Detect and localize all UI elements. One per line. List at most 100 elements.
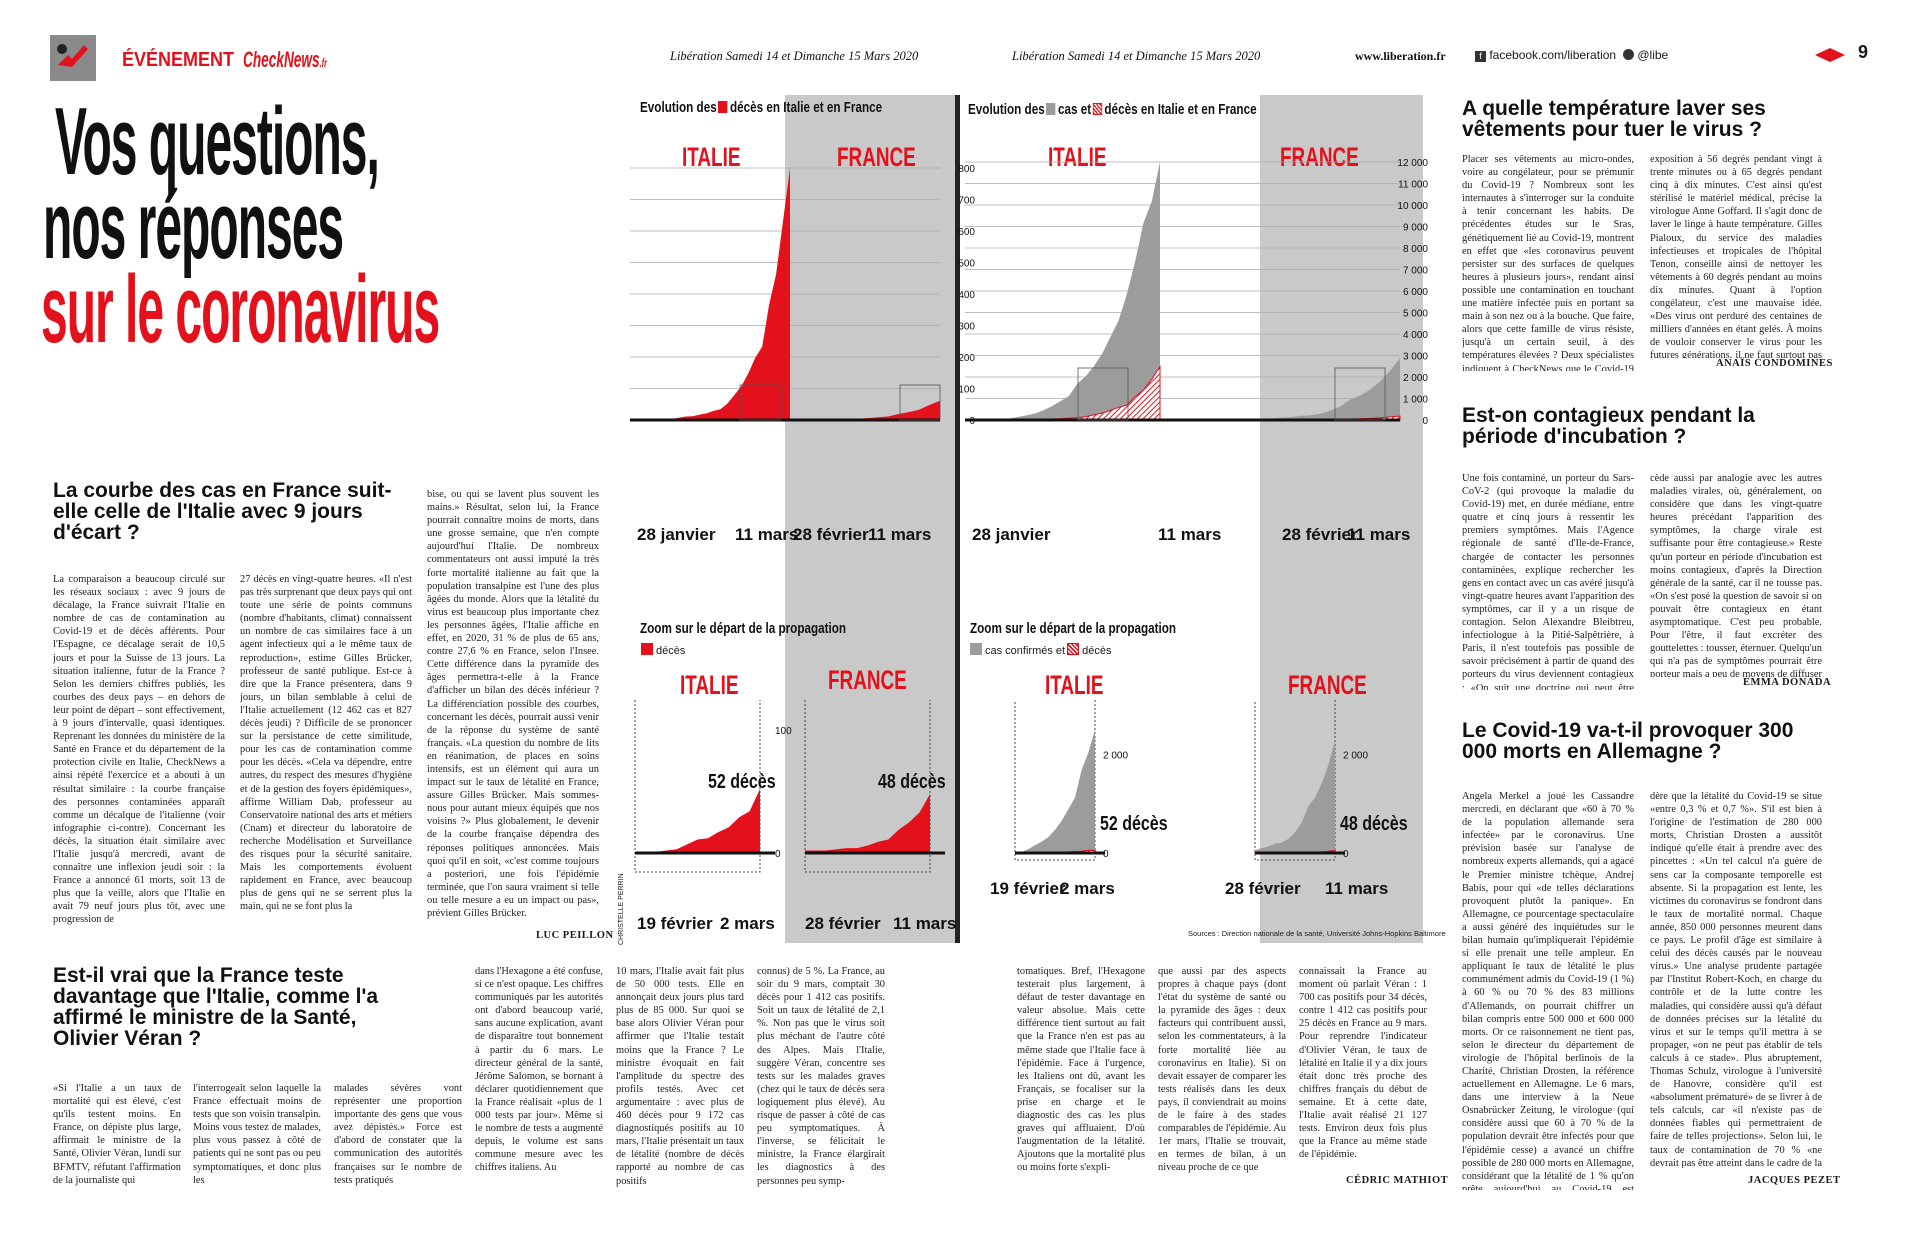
article3-col1: Placer ses vêtements au micro-ondes, voi… (1462, 154, 1634, 371)
libe-diamond-icon (1815, 48, 1845, 62)
article2-headline: Est-il vrai que la France teste davantag… (53, 964, 379, 1050)
zoom-charts-svg: 52 décès 48 décès 0 100 52 décès 0 2 000 48 déc… (634, 700, 1408, 873)
article4-col2: cède aussi par analogie avec les autres … (1650, 473, 1822, 677)
chart2-y-tick: 6 000 (1403, 287, 1428, 298)
article2-col4: dans l'Hexagone a été confuse, si ce n'e… (475, 966, 603, 1174)
article2-col6: connus) de 5 %. La France, au soir du 9 … (757, 966, 885, 1187)
zoom1-y-tick: 100 (775, 726, 792, 737)
chart1-country-italie: ITALIE (682, 142, 741, 172)
chart2-y-tick: 5 000 (1403, 309, 1428, 320)
article4-headline: Est-on contagieux pendant la période d'i… (1462, 404, 1755, 448)
zoom2-cases-area (1255, 740, 1335, 853)
chart2-france-cases-area (1270, 358, 1400, 420)
article2-col8: que aussi par des aspects propres à chaq… (1158, 966, 1286, 1174)
article2-col3: malades sévères vont représenter une pro… (334, 1083, 462, 1186)
zoom2-y-tick: 0 (1103, 849, 1109, 860)
zoom1-france-x-end: 11 mars (893, 914, 957, 933)
article5-headline: Le Covid-19 va-t-il provoquer 300 000 mo… (1462, 719, 1794, 763)
zoom1-france-x-start: 28 février (805, 914, 881, 933)
article2-col7: tomatiques. Bref, l'Hexagone testerait p… (1017, 966, 1145, 1174)
chart1-italie-x-start: 28 janvier (637, 525, 716, 544)
zoom2-country-france: FRANCE (1288, 670, 1367, 700)
chart2-y-tick: 0 (1422, 416, 1428, 427)
chart2-y-tick: 7 000 (1403, 266, 1428, 277)
zoom2-y-tick: 2 000 (1343, 751, 1368, 762)
chart1-country-france: FRANCE (837, 142, 916, 172)
chart2-france-x-end: 11 mars (1347, 525, 1411, 544)
chart1-france-zoom-box (899, 384, 941, 421)
zoom1-annotation: 52 décès (708, 770, 776, 792)
chart2-title: Evolution des cas et décès en Italie et en… (968, 101, 1257, 118)
chart1-y-tick: 100 (958, 385, 975, 396)
zoom1-deaths-swatch (641, 643, 653, 655)
zoom2-cases-swatch (970, 643, 982, 655)
center-divider (955, 95, 960, 943)
zoom1-y-tick: 0 (775, 849, 781, 860)
article2-col2: l'interrogeait selon laquelle la France … (193, 1083, 321, 1186)
article1-byline: LUC PEILLON (536, 930, 614, 941)
chart1-y-tick: 500 (958, 259, 975, 270)
article1-headline: La courbe des cas en France suit-elle ce… (53, 479, 392, 544)
article3-headline: A quelle température laver ses vêtements… (1462, 97, 1766, 141)
chart1-italie-zoom-box (739, 384, 781, 421)
article2-col1: «Si l'Italie a un taux de mortalité qui … (53, 1083, 181, 1186)
chart2-y-tick: 8 000 (1403, 244, 1428, 255)
article5-col2: dère que la létalité du Covid-19 se situ… (1650, 791, 1822, 1168)
running-head-left: Libération Samedi 14 et Dimanche 15 Mars… (670, 49, 919, 63)
graphic-credit: CHRISTELLE PERRIN (618, 873, 625, 945)
zoom2-france-x-start: 28 février (1225, 879, 1301, 898)
chart1-france-x-end: 11 mars (868, 525, 932, 544)
article5-col1: Angela Merkel a joué les Cassandre mercr… (1462, 791, 1634, 1190)
zoom2-legend: cas confirmés et décès (970, 643, 1111, 657)
article1-col2: 27 décès en vingt-quatre heures. «Il n'e… (240, 574, 412, 913)
zoom2-italie-x-end: 2 mars (1060, 879, 1115, 898)
article4-byline: EMMA DONADA (1743, 677, 1832, 688)
chart1-y-tick: 600 (958, 227, 975, 238)
chart1-france-area (795, 400, 940, 420)
section-label: ÉVÉNEMENT (122, 49, 235, 71)
chart2-y-tick: 3 000 (1403, 352, 1428, 363)
zoom1-deaths-area (635, 789, 760, 853)
chart2-country-france: FRANCE (1280, 142, 1359, 172)
chart1-title: Evolution des décès en Italie et en Franc… (640, 99, 883, 116)
zoom2-country-italie: ITALIE (1045, 670, 1104, 700)
zoom2-italie-x-start: 19 février (990, 879, 1066, 898)
zoom1-annotation: 48 décès (878, 770, 946, 792)
cases-swatch (1046, 103, 1056, 115)
title-line-2: nos réponses (43, 172, 344, 279)
chart2-y-tick: 12 000 (1397, 158, 1428, 169)
header-logo-box (50, 35, 96, 81)
chart2-france-zoom-box (1334, 367, 1386, 421)
chart2-france-x-start: 28 février (1282, 525, 1358, 544)
chart1-y-tick: 400 (958, 290, 975, 301)
chart1-italie-area (630, 168, 790, 420)
article1-col3: bise, ou qui se lavent plus souvent les … (427, 489, 599, 919)
facebook-link: f facebook.com/liberation (1475, 48, 1616, 62)
running-head-right: Libération Samedi 14 et Dimanche 15 Mars… (1012, 49, 1261, 63)
zoom2-y-tick: 0 (1343, 849, 1349, 860)
article3-byline: ANAÏS CONDOMINES (1716, 358, 1833, 369)
zoom1-italie-x-end: 2 mars (720, 914, 775, 933)
right-chart-white-bg (960, 95, 1260, 943)
chart2-italie-x-end: 11 mars (1158, 525, 1222, 544)
chart2-italie-zoom-box (1077, 367, 1129, 421)
zoom2-deaths-swatch (1067, 643, 1080, 655)
zoom2-annotation: 48 décès (1340, 812, 1408, 834)
site-url: www.liberation.fr (1355, 49, 1446, 63)
facebook-icon: f (1475, 51, 1486, 62)
chart1-france-x-start: 28 février (793, 525, 869, 544)
zoom1-legend: décès (641, 643, 685, 657)
chart2-y-tick: 10 000 (1397, 201, 1428, 212)
chart2-y-tick: 1 000 (1403, 395, 1428, 406)
zoom2-y-tick: 2 000 (1103, 751, 1128, 762)
chart1-y-tick: 700 (958, 196, 975, 207)
chart2-italie-x-start: 28 janvier (972, 525, 1051, 544)
checknews-hand-icon (57, 44, 88, 67)
chart2-y-tick: 9 000 (1403, 223, 1428, 234)
zoom2-france-x-end: 11 mars (1325, 879, 1389, 898)
chart1-y-tick: 800 (958, 164, 975, 175)
zoom2-cases-area (1015, 729, 1095, 853)
article2-col9: connaissait la France au moment où parla… (1299, 966, 1427, 1161)
checknews-brand: CheckNews.fr (243, 47, 328, 72)
